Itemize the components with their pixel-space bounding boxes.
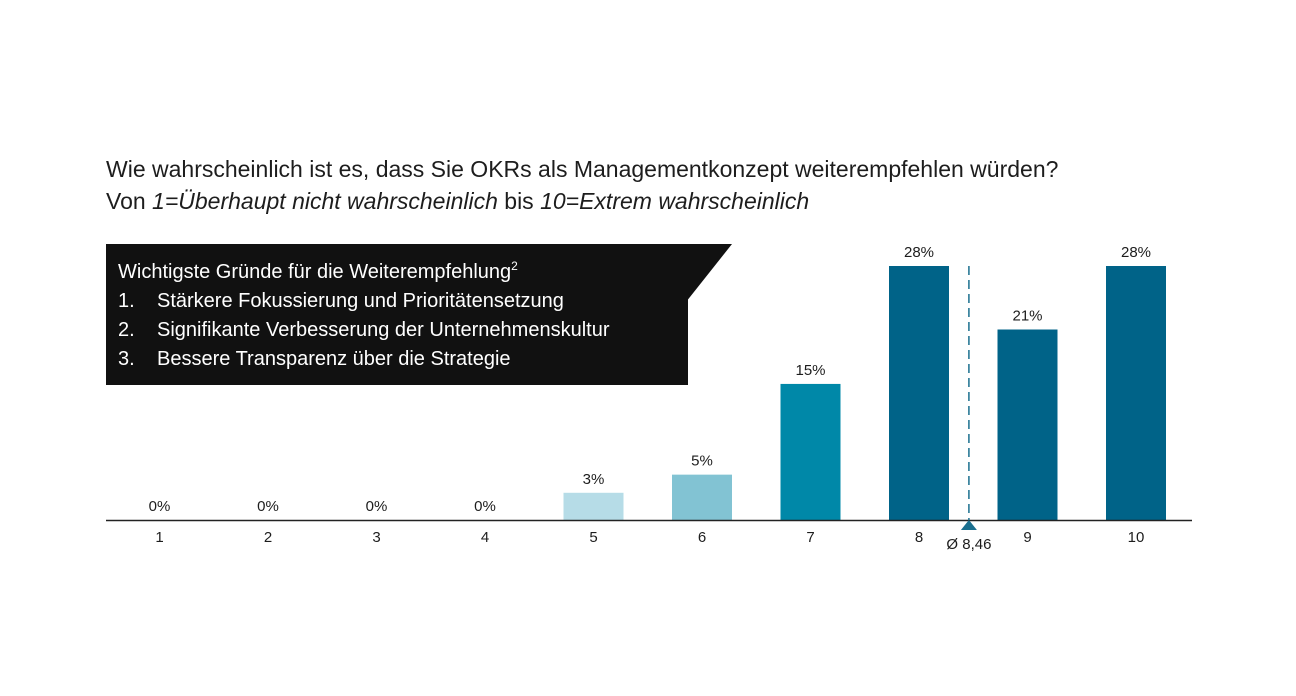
reasons-callout: Wichtigste Gründe für die Weiterempfehlu… [106,244,688,385]
footnote-marker: 2 [511,259,518,273]
average-marker-icon [960,520,977,530]
bar-6 [672,474,732,520]
reason-number: 3. [118,348,135,370]
reason-text: Signifikante Verbesserung der Unternehme… [157,319,610,341]
question-line-2: Von 1=Überhaupt nicht wahrscheinlich bis… [106,185,1206,217]
reason-text: Bessere Transparenz über die Strategie [157,348,511,370]
x-tick-9: 9 [1023,529,1031,546]
reason-item: 2. Signifikante Verbesserung der Unterneh… [118,316,676,345]
callout-heading-text: Wichtigste Gründe für die Weiterempfehlu… [118,261,512,283]
value-label-5: 3% [583,471,605,488]
reasons-list: 1. Stärkere Fokussierung und Prioritätens… [118,287,676,374]
average-label: Ø 8,46 [946,536,991,553]
value-label-2: 0% [257,498,279,515]
value-label-1: 0% [149,498,171,515]
scale-prefix: Von [106,188,153,214]
value-label-4: 0% [474,498,496,515]
value-label-10: 28% [1121,244,1151,261]
x-tick-8: 8 [915,529,923,546]
bar-8 [889,266,949,520]
x-tick-3: 3 [372,529,380,546]
reason-text: Stärkere Fokussierung und Prioritätenset… [157,290,564,312]
value-label-7: 15% [795,362,825,379]
question-title: Wie wahrscheinlich ist es, dass Sie OKRs… [106,153,1206,217]
x-tick-6: 6 [698,529,706,546]
scale-low-label: 1=Überhaupt nicht wahrscheinlich [152,188,498,214]
bar-9 [997,329,1058,520]
reason-number: 2. [118,319,135,341]
value-label-8: 28% [904,244,934,261]
scale-high-label: 10=Extrem wahrscheinlich [540,188,810,214]
x-tick-4: 4 [481,529,489,546]
bar-7 [780,383,841,520]
x-tick-5: 5 [589,529,597,546]
x-tick-7: 7 [806,529,814,546]
bar-5 [563,492,624,520]
reason-number: 1. [118,290,135,312]
scale-mid: bis [497,188,541,214]
value-label-3: 0% [366,498,388,515]
callout-heading: Wichtigste Gründe für die Weiterempfehlu… [118,258,676,287]
x-tick-10: 10 [1128,529,1145,546]
reason-item: 3. Bessere Transparenz über die Strategie [118,345,676,374]
callout-pointer [686,244,732,302]
x-tick-2: 2 [264,529,272,546]
x-tick-1: 1 [155,529,163,546]
reason-item: 1. Stärkere Fokussierung und Prioritätens… [118,287,676,316]
bar-10 [1106,266,1166,520]
value-label-9: 21% [1012,308,1042,325]
question-line-1: Wie wahrscheinlich ist es, dass Sie OKRs… [106,156,1059,182]
value-label-6: 5% [691,453,713,470]
